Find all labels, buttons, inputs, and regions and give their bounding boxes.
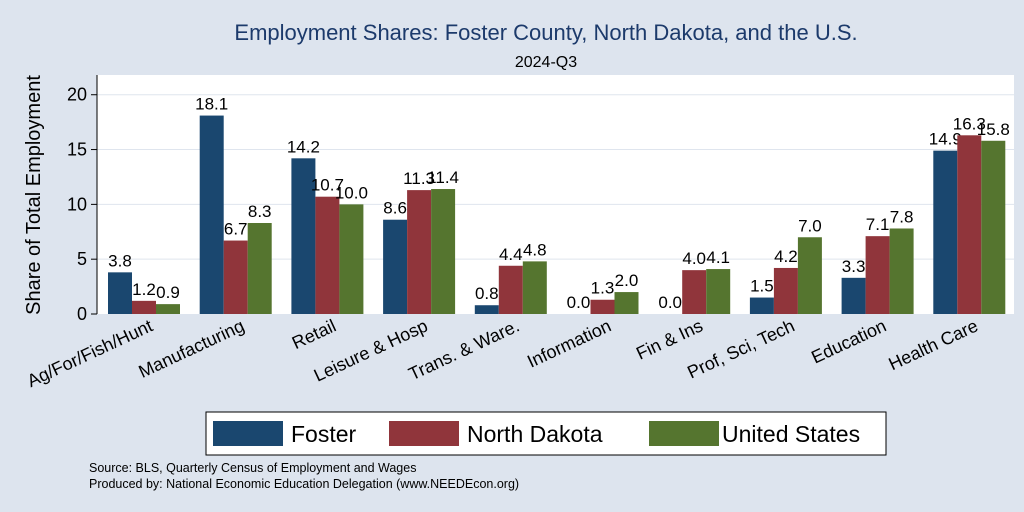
bar	[498, 265, 523, 314]
data-label: 8.3	[248, 202, 272, 221]
data-label: 0.8	[475, 284, 499, 303]
data-label: 4.1	[706, 248, 730, 267]
chart-subtitle: 2024-Q3	[515, 54, 577, 71]
bar	[957, 135, 982, 314]
data-label: 0.9	[156, 283, 180, 302]
bar	[865, 236, 890, 314]
bar	[614, 292, 639, 314]
bar	[407, 190, 432, 314]
producer-note: Produced by: National Economic Education…	[89, 477, 519, 491]
data-label: 11.4	[427, 168, 459, 187]
data-label: 10.7	[311, 176, 344, 195]
y-tick-label: 20	[67, 85, 87, 105]
data-label: 7.0	[798, 216, 822, 235]
legend-label: North Dakota	[467, 421, 603, 447]
bar	[590, 299, 615, 314]
legend-swatch	[649, 421, 719, 446]
bar	[522, 261, 547, 314]
data-label: 11.3	[403, 169, 435, 188]
bar	[841, 277, 866, 314]
bar	[132, 300, 156, 314]
data-label: 8.6	[383, 199, 407, 218]
bar	[315, 196, 340, 314]
y-tick-label: 5	[77, 249, 87, 269]
y-axis-label: Share of Total Employment	[23, 75, 45, 315]
bar	[383, 219, 408, 314]
bar	[933, 150, 958, 314]
data-label: 16.3	[953, 114, 986, 133]
y-tick-label: 10	[67, 194, 87, 214]
bar	[108, 272, 132, 314]
data-label: 6.7	[224, 220, 248, 239]
bar	[247, 223, 272, 314]
data-label: 18.1	[195, 95, 228, 114]
data-label: 10.0	[335, 183, 368, 202]
bar	[682, 270, 707, 314]
data-label: 2.0	[615, 271, 639, 290]
legend-swatch	[389, 421, 459, 446]
bar	[156, 304, 180, 314]
bar	[797, 237, 822, 314]
source-note: Source: BLS, Quarterly Census of Employm…	[89, 461, 416, 475]
bar	[474, 305, 499, 314]
legend-box	[205, 411, 887, 456]
legend-label: United States	[722, 421, 860, 447]
data-label: 4.8	[523, 240, 547, 259]
data-label: 4.4	[499, 245, 523, 264]
bar	[199, 115, 224, 315]
data-label: 7.8	[890, 207, 914, 226]
chart-title: Employment Shares: Foster County, North …	[234, 20, 857, 45]
data-label: 15.8	[977, 120, 1010, 139]
legend: Foster North Dakota United States	[205, 411, 887, 456]
legend-label: Foster	[291, 421, 357, 447]
y-tick-label: 0	[77, 304, 87, 324]
data-label: 4.2	[774, 247, 798, 266]
bar	[223, 240, 248, 314]
bar	[981, 140, 1006, 314]
bar	[749, 297, 774, 314]
bar	[706, 269, 731, 314]
data-label: 1.5	[750, 277, 774, 296]
data-label: 14.9	[929, 130, 962, 149]
bar	[773, 267, 798, 314]
data-label: 3.8	[108, 251, 132, 270]
data-label: 1.2	[132, 280, 156, 299]
bars: 3.8 18.1 14.2 8.6 0.8 0.0 0.0 1.5 3.3 14.9 1.2 6.7 1…	[108, 95, 1010, 315]
data-label: 0.0	[567, 293, 591, 312]
bar	[339, 204, 364, 314]
bar	[291, 158, 316, 314]
legend-swatch	[213, 421, 283, 446]
y-tick-label: 15	[67, 140, 87, 160]
y-axis: 0 5 10 15 20	[67, 75, 98, 324]
bar	[431, 189, 456, 314]
data-label: 3.3	[842, 257, 866, 276]
data-label: 14.2	[287, 137, 320, 156]
data-label: 1.3	[591, 279, 615, 298]
data-label: 0.0	[658, 293, 682, 312]
data-label: 7.1	[866, 215, 890, 234]
data-label: 4.0	[682, 249, 706, 268]
bar	[889, 228, 914, 314]
